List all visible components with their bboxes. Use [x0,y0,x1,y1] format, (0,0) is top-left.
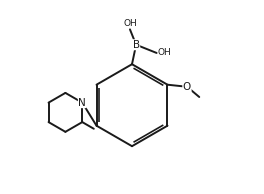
Text: O: O [183,82,191,92]
Text: B: B [133,40,140,50]
Text: OH: OH [158,48,171,57]
Text: OH: OH [123,19,137,28]
Text: N: N [78,98,86,108]
